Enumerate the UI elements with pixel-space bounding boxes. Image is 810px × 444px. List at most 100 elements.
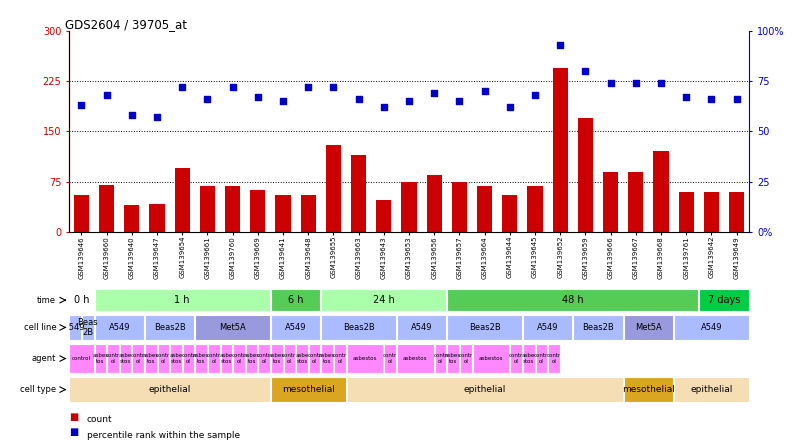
- Bar: [351, 155, 366, 232]
- Bar: [220, 344, 232, 373]
- Bar: [150, 204, 164, 232]
- Bar: [674, 377, 748, 402]
- Bar: [271, 289, 320, 312]
- Text: Beas2B: Beas2B: [469, 323, 501, 332]
- Text: asbes
tos: asbes tos: [92, 353, 109, 364]
- Point: [302, 84, 315, 91]
- Text: asbes
tos: asbes tos: [319, 353, 335, 364]
- Bar: [704, 192, 719, 232]
- Bar: [245, 344, 258, 373]
- Bar: [74, 195, 89, 232]
- Bar: [208, 344, 220, 373]
- Text: asbe
stos: asbe stos: [169, 353, 182, 364]
- Text: Met5A: Met5A: [635, 323, 662, 332]
- Bar: [510, 344, 522, 373]
- Text: asbe
stos: asbe stos: [220, 353, 233, 364]
- Point: [251, 94, 264, 101]
- Text: contr
ol: contr ol: [509, 353, 523, 364]
- Bar: [578, 118, 593, 232]
- Bar: [334, 344, 346, 373]
- Point: [453, 98, 466, 105]
- Point: [579, 67, 592, 75]
- Bar: [573, 315, 623, 340]
- Text: A549: A549: [537, 323, 558, 332]
- Point: [654, 80, 667, 87]
- Bar: [699, 289, 748, 312]
- Point: [126, 112, 139, 119]
- Text: cell type: cell type: [20, 385, 56, 394]
- Point: [100, 92, 113, 99]
- Bar: [552, 68, 568, 232]
- Text: agent: agent: [32, 354, 56, 363]
- Bar: [397, 315, 446, 340]
- Point: [176, 84, 189, 91]
- Bar: [322, 344, 333, 373]
- Bar: [158, 344, 169, 373]
- Bar: [447, 289, 698, 312]
- Text: contr
ol: contr ol: [547, 353, 561, 364]
- Point: [503, 104, 516, 111]
- Text: contr
ol: contr ol: [333, 353, 347, 364]
- Text: epithelial: epithelial: [463, 385, 505, 394]
- Text: A549: A549: [109, 323, 130, 332]
- Text: contr
ol: contr ol: [207, 353, 221, 364]
- Point: [327, 84, 340, 91]
- Text: Beas2B: Beas2B: [343, 323, 374, 332]
- Bar: [385, 344, 396, 373]
- Text: contr
ol: contr ol: [383, 353, 397, 364]
- Text: percentile rank within the sample: percentile rank within the sample: [87, 431, 240, 440]
- Bar: [120, 344, 131, 373]
- Bar: [624, 377, 673, 402]
- Text: contr
ol: contr ol: [282, 353, 296, 364]
- Bar: [284, 344, 295, 373]
- Point: [428, 90, 441, 97]
- Text: contr
ol: contr ol: [458, 353, 473, 364]
- Bar: [70, 344, 93, 373]
- Text: contr
ol: contr ol: [308, 353, 322, 364]
- Text: asbes
tos: asbes tos: [269, 353, 285, 364]
- Bar: [70, 377, 270, 402]
- Bar: [271, 377, 346, 402]
- Point: [151, 114, 164, 121]
- Text: 1 h: 1 h: [174, 295, 190, 305]
- Bar: [679, 192, 694, 232]
- Text: count: count: [87, 415, 113, 424]
- Bar: [271, 344, 283, 373]
- Point: [629, 80, 642, 87]
- Bar: [435, 344, 446, 373]
- Text: contr
ol: contr ol: [535, 353, 548, 364]
- Bar: [523, 344, 535, 373]
- Bar: [301, 195, 316, 232]
- Text: asbe
stos: asbe stos: [522, 353, 535, 364]
- Text: mesothelial: mesothelial: [282, 385, 335, 394]
- Bar: [271, 315, 320, 340]
- Bar: [124, 205, 139, 232]
- Bar: [603, 171, 618, 232]
- Text: ■: ■: [69, 412, 78, 422]
- Text: control: control: [72, 356, 91, 361]
- Bar: [523, 315, 573, 340]
- Text: Beas
2B: Beas 2B: [78, 318, 98, 337]
- Bar: [447, 315, 522, 340]
- Text: asbestos: asbestos: [479, 356, 503, 361]
- Bar: [548, 344, 560, 373]
- Point: [529, 92, 542, 99]
- Bar: [99, 185, 114, 232]
- Bar: [674, 315, 748, 340]
- Bar: [195, 344, 207, 373]
- Text: contr
ol: contr ol: [156, 353, 170, 364]
- Bar: [629, 171, 643, 232]
- Bar: [296, 344, 308, 373]
- Bar: [82, 315, 93, 340]
- Text: A549: A549: [701, 323, 723, 332]
- Text: contr
ol: contr ol: [257, 353, 271, 364]
- Text: 6 h: 6 h: [288, 295, 304, 305]
- Bar: [175, 168, 190, 232]
- Bar: [447, 344, 459, 373]
- Text: asbes
tos: asbes tos: [143, 353, 159, 364]
- Bar: [729, 192, 744, 232]
- Text: contr
ol: contr ol: [106, 353, 120, 364]
- Point: [554, 42, 567, 49]
- Point: [352, 96, 365, 103]
- Bar: [70, 289, 93, 312]
